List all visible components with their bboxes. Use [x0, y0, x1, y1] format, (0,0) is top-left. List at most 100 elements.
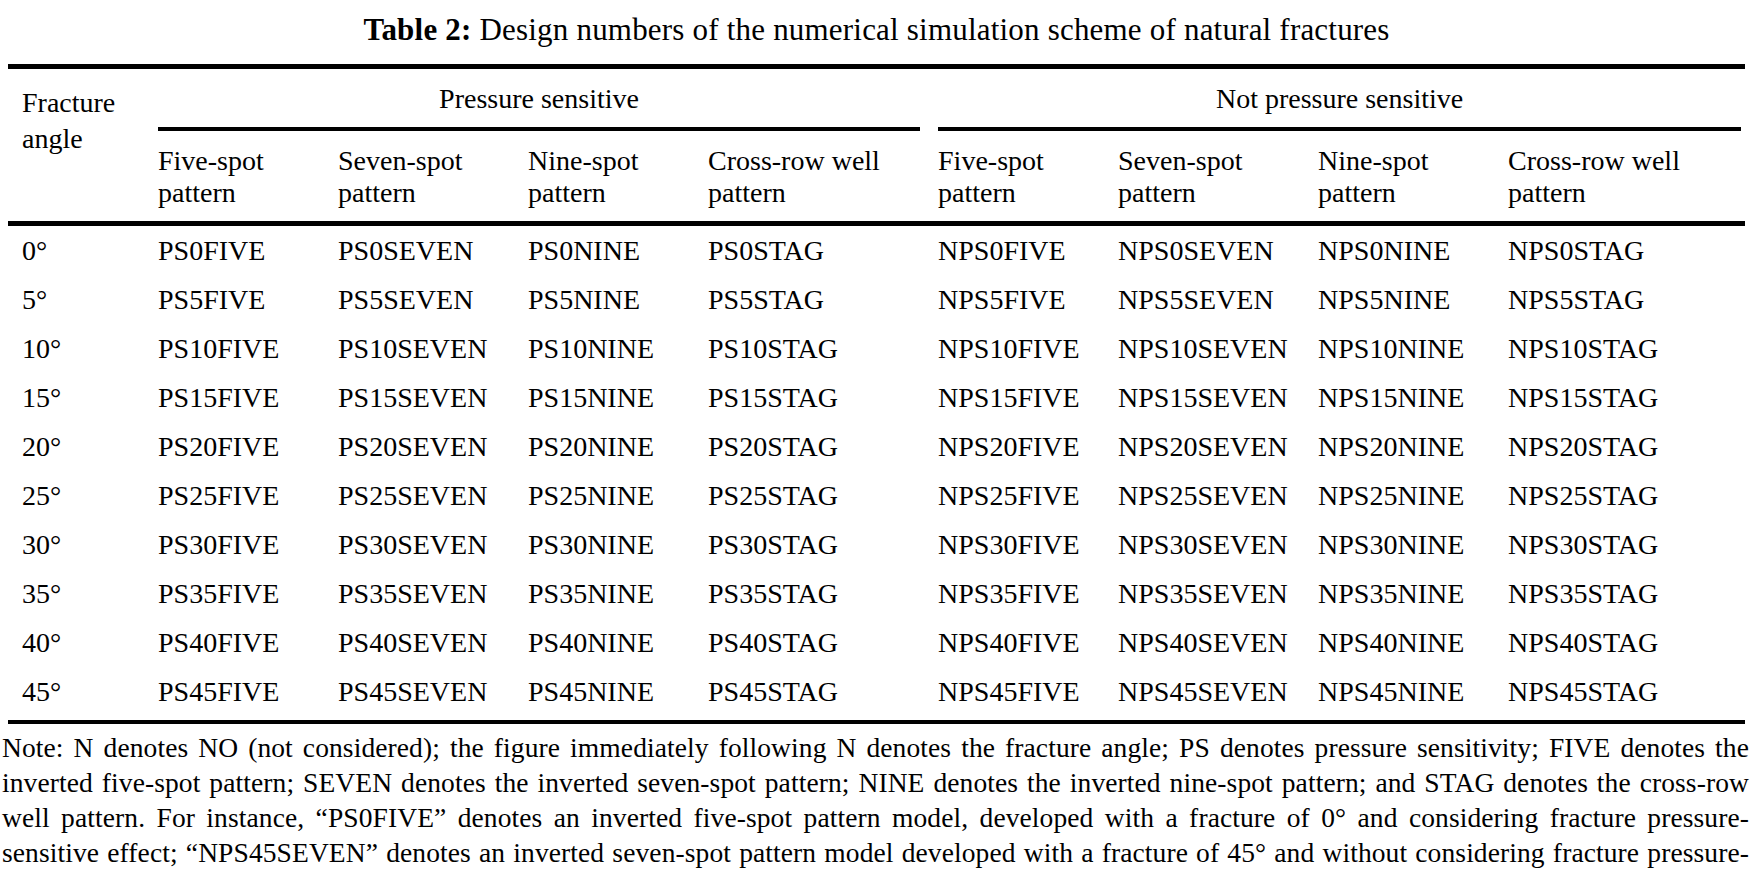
table-row: 0° PS0FIVE PS0SEVEN PS0NINE PS0STAG NPS0…	[8, 224, 1745, 276]
fracture-angle-header: Fracture angle	[8, 67, 158, 224]
fracture-angle-cell: 25°	[8, 471, 158, 520]
design-number-cell: PS25STAG	[708, 471, 938, 520]
table-row: 45° PS45FIVE PS45SEVEN PS45NINE PS45STAG…	[8, 667, 1745, 722]
subheader-row: Five-spot pattern Seven-spot pattern Nin…	[8, 131, 1745, 224]
design-number-cell: PS5SEVEN	[338, 275, 528, 324]
table-row: 5° PS5FIVE PS5SEVEN PS5NINE PS5STAG NPS5…	[8, 275, 1745, 324]
design-number-cell: NPS0FIVE	[938, 224, 1118, 276]
design-number-cell: PS20FIVE	[158, 422, 338, 471]
table-caption-text: Design numbers of the numerical simulati…	[472, 12, 1390, 47]
design-number-cell: NPS25STAG	[1508, 471, 1745, 520]
group-header-pressure-sensitive: Pressure sensitive	[158, 67, 938, 132]
design-number-cell: NPS10SEVEN	[1118, 324, 1318, 373]
design-number-cell: NPS40NINE	[1318, 618, 1508, 667]
fracture-angle-cell: 40°	[8, 618, 158, 667]
design-number-cell: PS35STAG	[708, 569, 938, 618]
column-header-nps-cross-row: Cross-row well pattern	[1508, 131, 1745, 224]
design-number-cell: NPS45NINE	[1318, 667, 1508, 722]
design-number-cell: PS0SEVEN	[338, 224, 528, 276]
design-number-cell: NPS45FIVE	[938, 667, 1118, 722]
design-number-cell: NPS20STAG	[1508, 422, 1745, 471]
design-number-cell: PS10FIVE	[158, 324, 338, 373]
design-number-cell: NPS35STAG	[1508, 569, 1745, 618]
design-number-cell: NPS5FIVE	[938, 275, 1118, 324]
design-number-cell: PS5FIVE	[158, 275, 338, 324]
design-number-cell: NPS35SEVEN	[1118, 569, 1318, 618]
design-number-cell: PS45SEVEN	[338, 667, 528, 722]
design-number-cell: PS25FIVE	[158, 471, 338, 520]
design-number-cell: PS20STAG	[708, 422, 938, 471]
design-number-cell: NPS30SEVEN	[1118, 520, 1318, 569]
design-number-cell: NPS40SEVEN	[1118, 618, 1318, 667]
design-number-cell: PS30FIVE	[158, 520, 338, 569]
design-number-cell: PS35SEVEN	[338, 569, 528, 618]
design-number-cell: PS20SEVEN	[338, 422, 528, 471]
table-caption: Table 2: Design numbers of the numerical…	[0, 12, 1753, 48]
table-row: 30° PS30FIVE PS30SEVEN PS30NINE PS30STAG…	[8, 520, 1745, 569]
design-number-cell: PS20NINE	[528, 422, 708, 471]
design-number-cell: PS30NINE	[528, 520, 708, 569]
fracture-angle-cell: 20°	[8, 422, 158, 471]
design-number-cell: NPS10STAG	[1508, 324, 1745, 373]
design-number-cell: NPS15NINE	[1318, 373, 1508, 422]
table-row: 20° PS20FIVE PS20SEVEN PS20NINE PS20STAG…	[8, 422, 1745, 471]
design-number-cell: PS40NINE	[528, 618, 708, 667]
column-header-ps-five-spot: Five-spot pattern	[158, 131, 338, 224]
design-number-cell: NPS25SEVEN	[1118, 471, 1318, 520]
column-header-nps-nine-spot: Nine-spot pattern	[1318, 131, 1508, 224]
design-number-cell: NPS30FIVE	[938, 520, 1118, 569]
design-number-cell: NPS15STAG	[1508, 373, 1745, 422]
design-number-cell: PS15STAG	[708, 373, 938, 422]
design-number-cell: NPS5STAG	[1508, 275, 1745, 324]
design-number-cell: PS45NINE	[528, 667, 708, 722]
design-number-cell: NPS30STAG	[1508, 520, 1745, 569]
design-number-cell: PS10STAG	[708, 324, 938, 373]
design-number-cell: PS35NINE	[528, 569, 708, 618]
design-number-cell: PS40FIVE	[158, 618, 338, 667]
simulation-scheme-table: Fracture angle Pressure sensitive Not pr…	[8, 64, 1745, 724]
design-number-cell: PS0FIVE	[158, 224, 338, 276]
design-number-cell: NPS35FIVE	[938, 569, 1118, 618]
table-row: 15° PS15FIVE PS15SEVEN PS15NINE PS15STAG…	[8, 373, 1745, 422]
design-number-cell: NPS5NINE	[1318, 275, 1508, 324]
design-number-cell: PS35FIVE	[158, 569, 338, 618]
design-number-cell: PS0NINE	[528, 224, 708, 276]
table-note: Note: N denotes NO (not considered); the…	[2, 730, 1749, 871]
table-row: 35° PS35FIVE PS35SEVEN PS35NINE PS35STAG…	[8, 569, 1745, 618]
design-number-cell: PS0STAG	[708, 224, 938, 276]
design-number-cell: PS40STAG	[708, 618, 938, 667]
fracture-angle-cell: 45°	[8, 667, 158, 722]
table-header: Fracture angle Pressure sensitive Not pr…	[8, 67, 1745, 224]
design-number-cell: NPS15SEVEN	[1118, 373, 1318, 422]
design-number-cell: NPS20SEVEN	[1118, 422, 1318, 471]
fracture-angle-cell: 35°	[8, 569, 158, 618]
column-header-ps-cross-row: Cross-row well pattern	[708, 131, 938, 224]
paper-table-page: Table 2: Design numbers of the numerical…	[0, 0, 1753, 871]
design-number-cell: PS5STAG	[708, 275, 938, 324]
group-header-row: Fracture angle Pressure sensitive Not pr…	[8, 67, 1745, 132]
table-caption-label: Table 2:	[363, 12, 471, 47]
table-row: 10° PS10FIVE PS10SEVEN PS10NINE PS10STAG…	[8, 324, 1745, 373]
design-number-cell: NPS10NINE	[1318, 324, 1508, 373]
design-number-cell: PS15NINE	[528, 373, 708, 422]
design-number-cell: PS10NINE	[528, 324, 708, 373]
design-number-cell: PS25SEVEN	[338, 471, 528, 520]
column-header-nps-seven-spot: Seven-spot pattern	[1118, 131, 1318, 224]
fracture-angle-cell: 15°	[8, 373, 158, 422]
fracture-angle-cell: 0°	[8, 224, 158, 276]
design-number-cell: NPS30NINE	[1318, 520, 1508, 569]
design-number-cell: NPS40STAG	[1508, 618, 1745, 667]
fracture-angle-cell: 5°	[8, 275, 158, 324]
design-number-cell: NPS15FIVE	[938, 373, 1118, 422]
design-number-cell: NPS45SEVEN	[1118, 667, 1318, 722]
design-number-cell: PS15FIVE	[158, 373, 338, 422]
design-number-cell: NPS0NINE	[1318, 224, 1508, 276]
design-number-cell: PS30SEVEN	[338, 520, 528, 569]
design-number-cell: NPS35NINE	[1318, 569, 1508, 618]
design-number-cell: NPS10FIVE	[938, 324, 1118, 373]
design-number-cell: NPS0STAG	[1508, 224, 1745, 276]
design-number-cell: NPS45STAG	[1508, 667, 1745, 722]
design-number-cell: NPS5SEVEN	[1118, 275, 1318, 324]
design-number-cell: NPS0SEVEN	[1118, 224, 1318, 276]
design-number-cell: NPS25NINE	[1318, 471, 1508, 520]
